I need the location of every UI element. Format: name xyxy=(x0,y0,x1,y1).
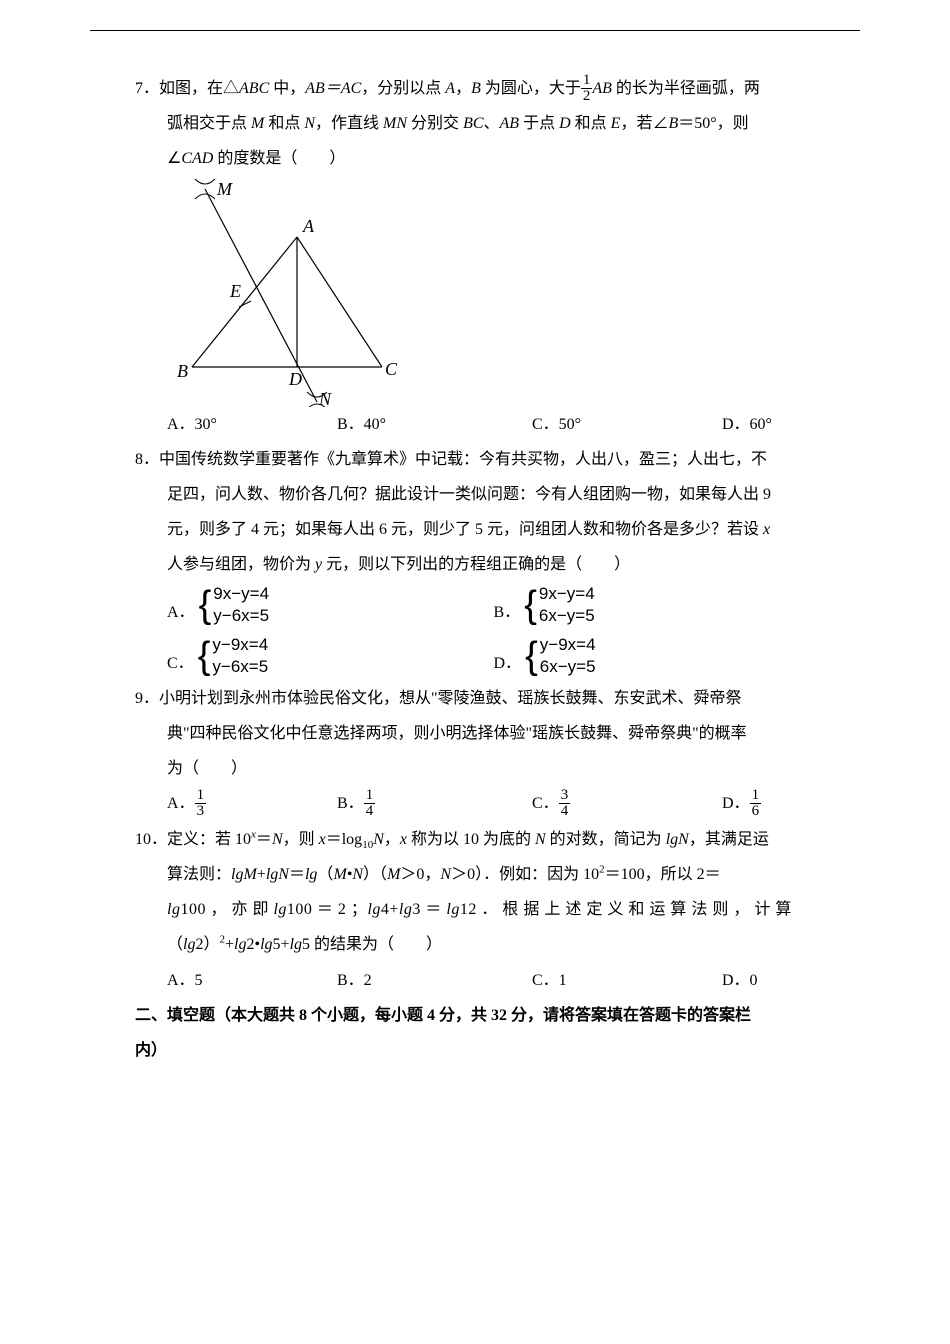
q7-figure: M A E B D C N xyxy=(167,177,407,407)
q9-num: 9． xyxy=(135,681,159,716)
q9-choices: A．13 B．14 C．34 D．16 xyxy=(135,786,820,821)
q9: 9． 小明计划到永州市体验民俗文化，想从"零陵渔鼓、瑶族长鼓舞、东安武术、舜帝祭 xyxy=(135,681,820,716)
q8-num: 8． xyxy=(135,442,159,477)
q10-choice-b: B．2 xyxy=(337,963,532,998)
q7-choice-a: A．30° xyxy=(167,407,337,442)
q8-choice-c: C． {y−9x=4y−6x=5 xyxy=(167,634,494,681)
q8: 8． 中国传统数学重要著作《九章算术》中记载：今有共买物，人出八，盈三；人出七，… xyxy=(135,442,820,477)
q7-num: 7． xyxy=(135,71,159,106)
top-rule xyxy=(90,30,860,31)
q8-line2: 足四，问人数、物价各几何？据此设计一类似问题：今有人组团购一物，如果每人出 9 xyxy=(135,477,820,512)
q7-line1: 如图，在△ABC 中，AB＝AC，分别以点 A，B 为圆心，大于12AB 的长为… xyxy=(159,71,760,106)
q10-line4: （lg2）2+lg2•lg5+lg5 的结果为（ ） xyxy=(135,927,820,962)
content-area: 7． 如图，在△ABC 中，AB＝AC，分别以点 A，B 为圆心，大于12AB … xyxy=(0,71,950,1068)
q7: 7． 如图，在△ABC 中，AB＝AC，分别以点 A，B 为圆心，大于12AB … xyxy=(135,71,820,106)
q9-line1: 小明计划到永州市体验民俗文化，想从"零陵渔鼓、瑶族长鼓舞、东安武术、舜帝祭 xyxy=(159,681,742,716)
q10-choice-c: C．1 xyxy=(532,963,722,998)
q9-line2: 典"四种民俗文化中任意选择两项，则小明选择体验"瑶族长鼓舞、舜帝祭典"的概率 xyxy=(135,716,820,751)
q7-choices: A．30° B．40° C．50° D．60° xyxy=(135,407,820,442)
q8-choice-d: D． {y−9x=46x−y=5 xyxy=(494,634,821,681)
q9-choice-c: C．34 xyxy=(532,786,722,821)
q10: 10． 定义：若 10x＝N，则 x＝log10N，x 称为以 10 为底的 N… xyxy=(135,822,820,857)
svg-text:M: M xyxy=(216,179,233,199)
q8-choice-a: A． {9x−y=4y−6x=5 xyxy=(167,583,494,630)
q8-choices: A． {9x−y=4y−6x=5 B． {9x−y=46x−y=5 C． {y−… xyxy=(135,583,820,681)
q9-choice-a: A．13 xyxy=(167,786,337,821)
q10-line2: 算法则：lgM+lgN＝lg（M•N）（M＞0，N＞0）．例如：因为 102＝1… xyxy=(135,857,820,892)
q10-choices: A．5 B．2 C．1 D．0 xyxy=(135,963,820,998)
svg-text:B: B xyxy=(177,361,188,381)
svg-text:N: N xyxy=(318,389,332,407)
q8-line1: 中国传统数学重要著作《九章算术》中记载：今有共买物，人出八，盈三；人出七，不 xyxy=(159,442,767,477)
section2-title-line2: 内） xyxy=(135,1033,820,1068)
q10-num: 10． xyxy=(135,822,167,857)
q10-choice-a: A．5 xyxy=(167,963,337,998)
q10-choice-d: D．0 xyxy=(722,963,758,998)
section2-title-line1: 二、填空题（本大题共 8 个小题，每小题 4 分，共 32 分，请将答案填在答题… xyxy=(135,998,820,1033)
q7-choice-d: D．60° xyxy=(722,407,772,442)
q8-choice-b: B． {9x−y=46x−y=5 xyxy=(494,583,821,630)
q9-line3: 为（ ） xyxy=(135,751,820,786)
q9-choice-d: D．16 xyxy=(722,786,761,821)
q7-line2: 弧相交于点 M 和点 N，作直线 MN 分别交 BC、AB 于点 D 和点 E，… xyxy=(135,106,820,141)
q8-line3: 元，则多了 4 元；如果每人出 6 元，则少了 5 元，问组团人数和物价各是多少… xyxy=(135,512,820,547)
q9-choice-b: B．14 xyxy=(337,786,532,821)
svg-text:A: A xyxy=(302,216,315,236)
q7-choice-c: C．50° xyxy=(532,407,722,442)
q10-line1: 定义：若 10x＝N，则 x＝log10N，x 称为以 10 为底的 N 的对数… xyxy=(167,822,769,857)
q8-line4: 人参与组团，物价为 y 元，则以下列出的方程组正确的是（ ） xyxy=(135,547,820,582)
svg-text:E: E xyxy=(229,281,241,301)
q7-choice-b: B．40° xyxy=(337,407,532,442)
q7-line3: ∠CAD 的度数是（ ） xyxy=(135,141,820,176)
frac-half: 12 xyxy=(581,73,593,104)
q10-line3: lg100 ， 亦 即 lg100 ＝ 2 ；lg4+lg3 ＝ lg12 ． … xyxy=(135,892,820,927)
svg-text:D: D xyxy=(288,369,302,389)
svg-text:C: C xyxy=(385,359,398,379)
